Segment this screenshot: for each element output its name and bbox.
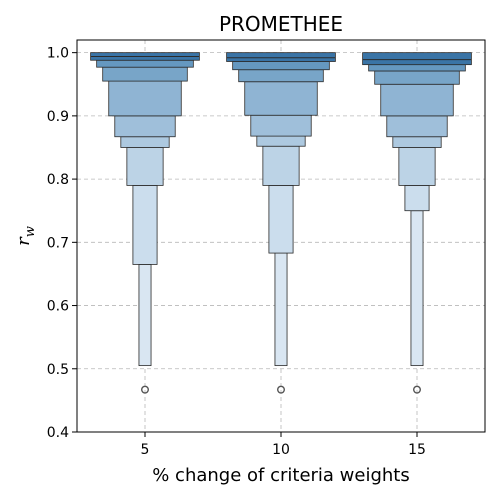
- y-tick-label: 0.6: [47, 299, 69, 315]
- x-tick-label: 10: [272, 442, 290, 458]
- x-tick-label: 5: [141, 442, 150, 458]
- y-axis-label-sub: w: [23, 226, 38, 237]
- y-tick-label: 0.9: [47, 109, 69, 125]
- boxen-box: [380, 83, 454, 117]
- boxen-box: [410, 210, 424, 367]
- boxen-box: [256, 135, 306, 147]
- boxen-box: [138, 264, 152, 367]
- boxen-box: [126, 147, 164, 186]
- boxen-box: [398, 147, 436, 186]
- boxen-box: [250, 114, 312, 137]
- y-axis-label-main: r: [13, 236, 34, 246]
- y-tick-label: 0.8: [47, 172, 69, 188]
- y-tick-label: 0.7: [47, 235, 69, 251]
- boxen-box: [262, 145, 300, 186]
- x-axis-label: % change of criteria weights: [152, 465, 410, 486]
- boxen-box: [392, 136, 442, 148]
- ticks-layer: 0.4 0.5 0.6 0.7 0.8 0.9 1.0 5 10 15: [47, 46, 426, 458]
- boxen-box: [244, 81, 318, 116]
- boxen-box: [132, 185, 158, 265]
- boxen-box: [362, 52, 472, 66]
- y-axis-label: rw: [13, 226, 38, 246]
- boxen-box: [102, 66, 188, 82]
- boxen-box: [96, 59, 194, 68]
- outlier-point: [140, 385, 149, 394]
- boxen-box: [274, 252, 288, 367]
- boxen-box: [108, 80, 182, 117]
- boxen-box: [268, 185, 294, 254]
- boxen-group-5: [90, 52, 200, 394]
- boxen-box: [368, 64, 466, 72]
- boxen-box: [386, 115, 448, 138]
- boxen-box: [374, 70, 460, 85]
- chart-title: PROMETHEE: [219, 12, 343, 36]
- boxes-layer: [90, 52, 472, 394]
- boxen-group-10: [226, 52, 336, 394]
- boxen-group-15: [362, 52, 472, 394]
- boxen-box: [114, 115, 176, 138]
- boxen-box: [238, 69, 324, 83]
- boxen-box: [404, 185, 430, 212]
- boxen-box: [232, 61, 330, 71]
- outlier-point: [413, 385, 422, 394]
- y-tick-label: 0.5: [47, 362, 69, 378]
- boxen-box: [226, 52, 336, 62]
- x-tick-label: 15: [408, 442, 426, 458]
- boxen-box: [120, 136, 170, 148]
- y-tick-label: 0.4: [47, 425, 69, 441]
- y-tick-label: 1.0: [47, 46, 69, 62]
- outlier-point: [277, 385, 286, 394]
